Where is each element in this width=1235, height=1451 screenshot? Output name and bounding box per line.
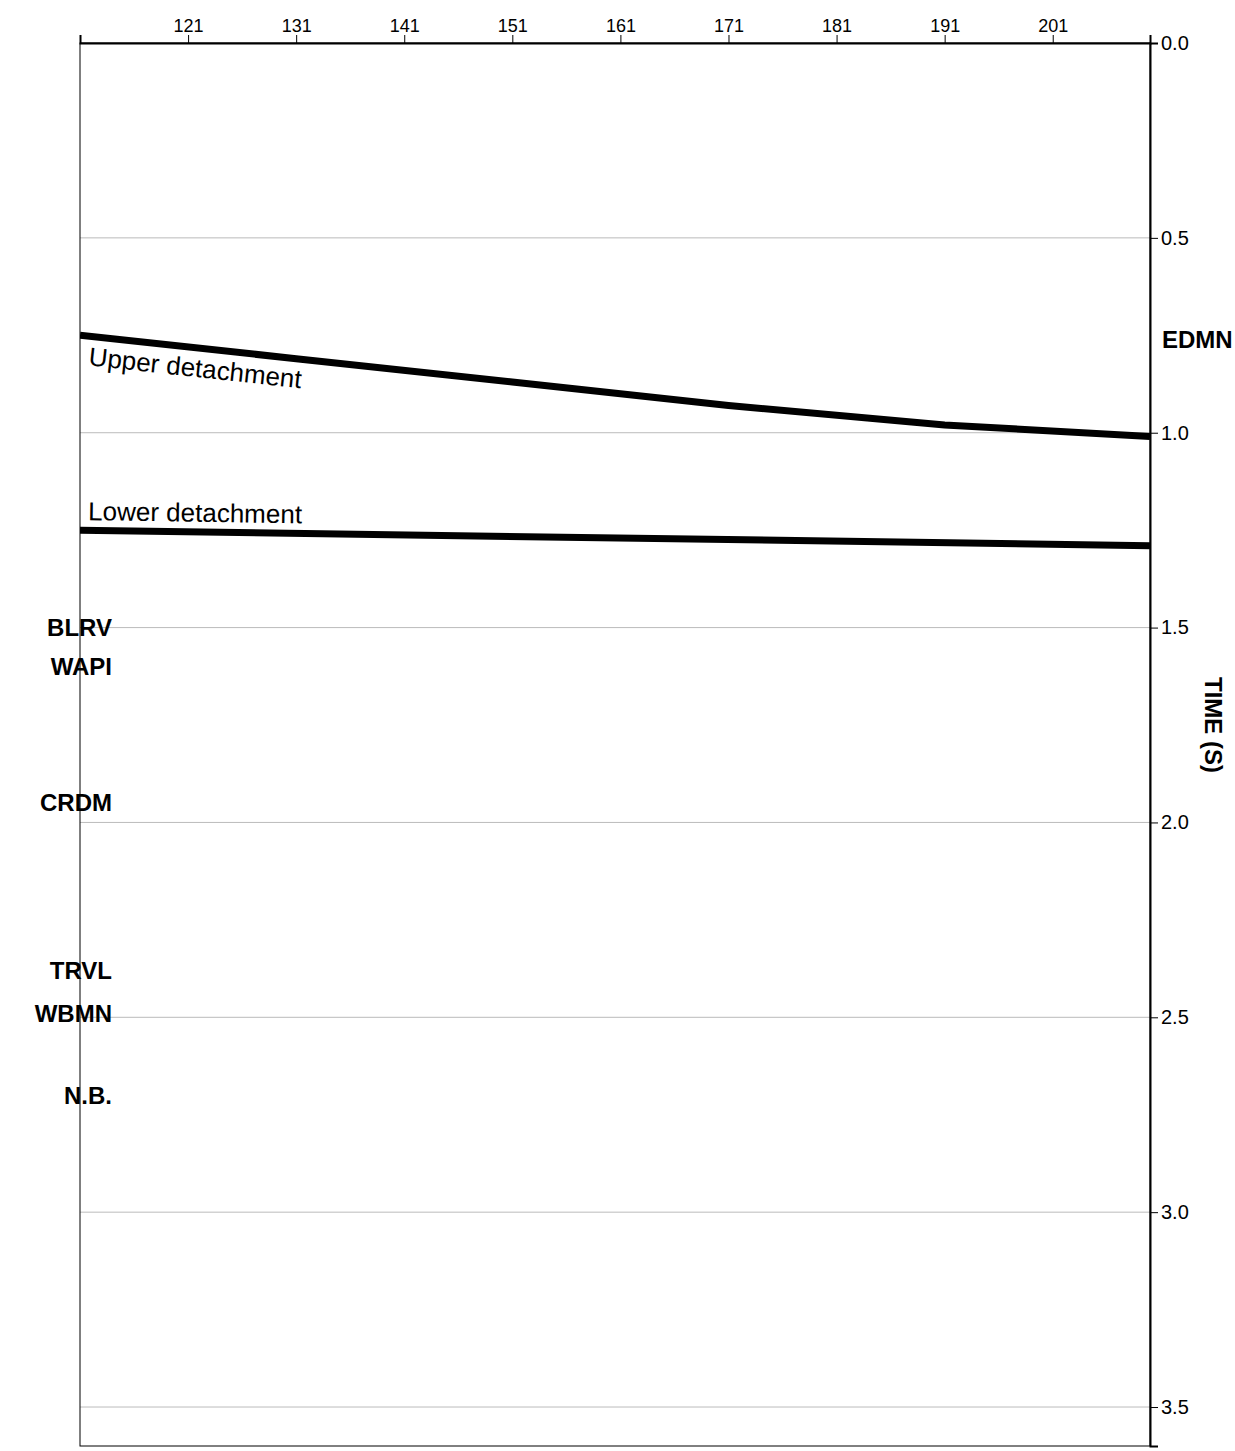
y-tick: 0.0: [1150, 32, 1189, 54]
x-tick-label: 181: [822, 16, 852, 36]
x-tick-label: 201: [1038, 16, 1068, 36]
grid-line: [80, 1212, 1150, 1213]
y-axis-title: TIME (S): [1200, 677, 1227, 773]
y-tick-label: 1.0: [1161, 422, 1189, 444]
y-tick: 1.5: [1150, 616, 1189, 638]
x-tick-mark: [296, 35, 297, 43]
y-tick-mark: [1150, 238, 1158, 239]
x-tick-mark: [188, 35, 189, 43]
grid: [80, 43, 1150, 1407]
grid-line: [80, 822, 1150, 823]
y-tick: 3.5: [1150, 1396, 1189, 1418]
y-tick-mark: [1150, 1407, 1158, 1408]
y-tick-label: 2.5: [1161, 1006, 1189, 1028]
plot-frame: [80, 43, 1150, 1446]
horizon-label: TRVL: [50, 957, 112, 984]
y-tick-label: 3.5: [1161, 1396, 1189, 1418]
x-tick-mark: [1053, 35, 1054, 43]
x-tick: 181: [822, 16, 852, 43]
x-tick: 151: [498, 16, 528, 43]
x-tick-label: 141: [390, 16, 420, 36]
x-tick: 201: [1038, 16, 1068, 43]
lines: [80, 335, 1150, 545]
x-tick: 141: [390, 16, 420, 43]
y-axis-line: [1151, 44, 1159, 1447]
grid-line: [80, 1017, 1150, 1018]
y-tick-label: 3.0: [1161, 1201, 1189, 1223]
grid-line: [80, 627, 1150, 628]
x-tick-label: 161: [606, 16, 636, 36]
y-tick-label: 0.0: [1161, 32, 1189, 54]
y-tick: 3.0: [1150, 1201, 1189, 1223]
x-tick-mark: [837, 35, 838, 43]
y-axis: 0.0 0.5 1.0 1.5 2.0 2.5 3.0 3.5: [1150, 32, 1189, 1447]
y-tick-mark: [1150, 433, 1158, 434]
horizon-label: EDMN: [1162, 326, 1233, 353]
grid-line: [80, 432, 1150, 433]
horizon-label: WAPI: [51, 653, 112, 680]
horizon-label: BLRV: [47, 614, 112, 641]
x-tick-mark: [620, 35, 621, 43]
y-tick-mark: [1150, 628, 1158, 629]
x-tick: 131: [282, 16, 312, 43]
x-tick-label: 131: [282, 16, 312, 36]
y-tick: 2.5: [1150, 1006, 1189, 1028]
horizon-label: WBMN: [35, 1000, 112, 1027]
y-tick: 2.0: [1150, 811, 1189, 833]
chart: 121 131 141 151 161 171 181 191 201 0.0 0.5 1.0 1.5 2…: [0, 0, 1235, 1451]
x-tick-mark: [512, 35, 513, 43]
y-tick: 0.5: [1150, 227, 1189, 249]
x-tick-mark: [945, 35, 946, 43]
x-axis-line: [81, 35, 1151, 44]
y-tick-mark: [1150, 1212, 1158, 1213]
x-tick: 161: [606, 16, 636, 43]
x-tick-label: 191: [930, 16, 960, 36]
x-tick-mark: [728, 35, 729, 43]
x-tick-label: 171: [714, 16, 744, 36]
x-tick: 121: [174, 16, 204, 43]
grid-line: [80, 237, 1150, 238]
series-label: Lower detachment: [88, 496, 303, 529]
horizon-label: CRDM: [40, 789, 112, 816]
x-tick-label: 151: [498, 16, 528, 36]
y-tick-mark: [1150, 43, 1158, 44]
x-tick-label: 121: [174, 16, 204, 36]
y-tick-label: 0.5: [1161, 227, 1189, 249]
y-tick-mark: [1150, 822, 1158, 823]
detachment-line: [80, 530, 1150, 546]
series-label: Upper detachment: [87, 341, 304, 394]
grid-line: [80, 1407, 1150, 1408]
detachment-line: [80, 335, 1150, 436]
x-tick: 171: [714, 16, 744, 43]
x-axis: 121 131 141 151 161 171 181 191 201: [81, 16, 1151, 44]
y-tick: 1.0: [1150, 422, 1189, 444]
horizon-label: N.B.: [64, 1082, 112, 1109]
y-tick-mark: [1150, 1017, 1158, 1018]
y-tick-label: 2.0: [1161, 811, 1189, 833]
y-tick-label: 1.5: [1161, 616, 1189, 638]
x-tick: 191: [930, 16, 960, 43]
x-tick-mark: [404, 35, 405, 43]
